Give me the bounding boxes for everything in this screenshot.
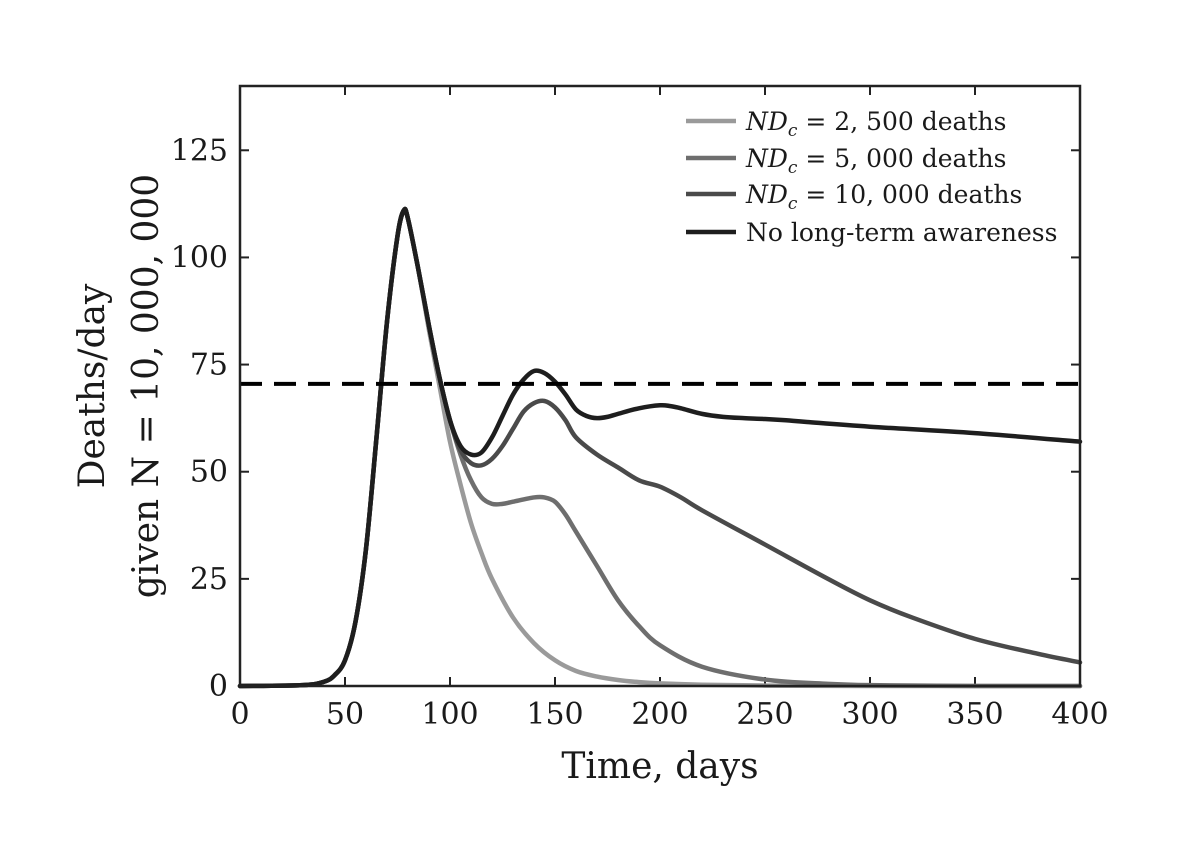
y-tick-label: 0 bbox=[209, 669, 228, 704]
legend-math: ND bbox=[745, 144, 788, 173]
legend-subscript: c bbox=[788, 194, 798, 214]
x-tick-label: 50 bbox=[326, 697, 364, 732]
y-tick-label: 50 bbox=[190, 455, 228, 490]
y-axis-title: Deaths/day given N = 10, 000, 000 bbox=[72, 174, 167, 598]
x-tick-label: 400 bbox=[1051, 697, 1108, 732]
series-line-1 bbox=[237, 206, 1083, 689]
axis-ticks bbox=[239, 86, 1081, 687]
series-line-4 bbox=[237, 206, 1083, 689]
legend-label-2: NDc = 5, 000 deaths bbox=[745, 144, 1006, 178]
y-axis-title-line2: given N = 10, 000, 000 bbox=[126, 174, 167, 598]
y-tick-label: 100 bbox=[171, 240, 228, 275]
x-tick-label: 100 bbox=[421, 697, 478, 732]
legend-label-4: No long-term awareness bbox=[746, 218, 1057, 247]
x-tick-label: 250 bbox=[736, 697, 793, 732]
legend-label-1: NDc = 2, 500 deaths bbox=[745, 107, 1006, 141]
x-tick-label: 0 bbox=[230, 697, 249, 732]
legend-rest: = 5, 000 deaths bbox=[797, 144, 1006, 173]
y-axis-title-line1: Deaths/day bbox=[72, 283, 113, 488]
plot-frame bbox=[238, 84, 1082, 688]
x-tick-labels: 0 50 100 150 200 250 300 350 400 bbox=[230, 697, 1108, 732]
legend-subscript: c bbox=[788, 121, 798, 141]
x-axis-title: Time, days bbox=[561, 746, 758, 787]
x-tick-label: 200 bbox=[631, 697, 688, 732]
x-tick-label: 150 bbox=[526, 697, 583, 732]
x-tick-label: 300 bbox=[841, 697, 898, 732]
legend-rest: = 10, 000 deaths bbox=[797, 180, 1022, 209]
y-tick-labels: 0 25 50 75 100 125 bbox=[171, 133, 228, 704]
legend-label-3: NDc = 10, 000 deaths bbox=[745, 180, 1022, 214]
series-lines bbox=[237, 206, 1083, 689]
y-tick-label: 75 bbox=[190, 348, 228, 383]
legend-subscript: c bbox=[788, 158, 798, 178]
legend-math: ND bbox=[745, 107, 788, 136]
legend-math: ND bbox=[745, 180, 788, 209]
series-line-3 bbox=[237, 206, 1083, 689]
x-tick-label: 350 bbox=[946, 697, 1003, 732]
series-line-2 bbox=[237, 206, 1083, 689]
y-tick-label: 25 bbox=[190, 562, 228, 597]
legend-rest: = 2, 500 deaths bbox=[797, 107, 1006, 136]
y-tick-label: 125 bbox=[171, 133, 228, 168]
